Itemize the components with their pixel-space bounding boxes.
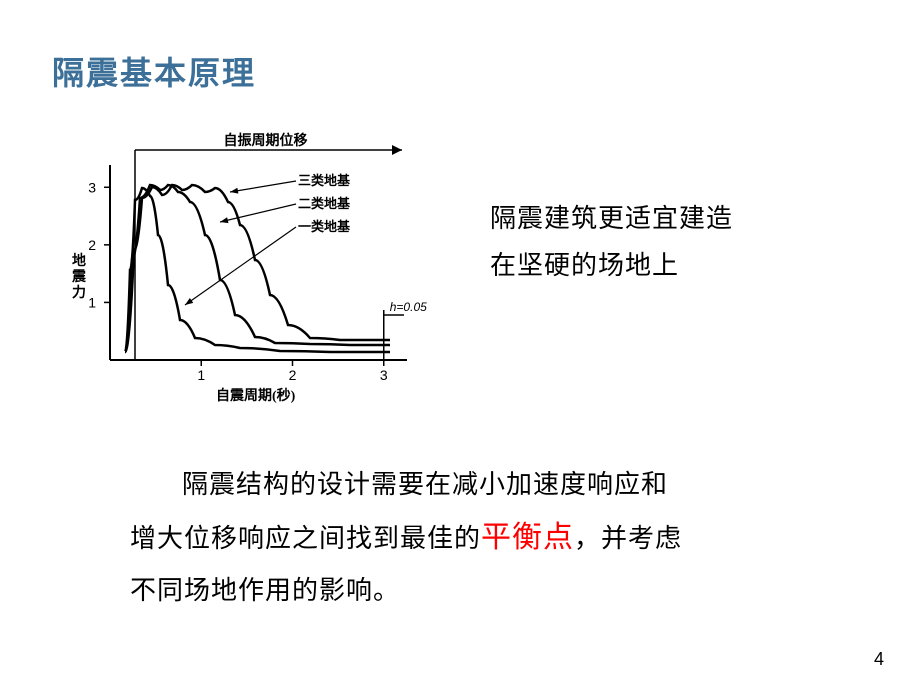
side-line-2: 在坚硬的场地上	[490, 250, 679, 280]
svg-text:二类地基: 二类地基	[298, 196, 351, 211]
svg-text:自震周期(秒): 自震周期(秒)	[216, 387, 296, 404]
body-line2-prefix: 增大位移响应之间找到最佳的	[130, 523, 481, 553]
svg-text:地震力: 地震力	[71, 252, 87, 301]
svg-text:3: 3	[380, 367, 388, 383]
svg-text:自振周期位移: 自振周期位移	[224, 132, 308, 149]
body-line3: 不同场地作用的影响。	[130, 575, 400, 605]
side-annotation: 隔震建筑更适宜建造 在坚硬的场地上	[490, 195, 733, 289]
body-highlight: 平衡点	[481, 521, 574, 554]
page-title: 隔震基本原理	[52, 48, 256, 94]
svg-text:三类地基: 三类地基	[298, 173, 351, 188]
body-line2-suffix: ，并考虑	[574, 523, 682, 553]
body-line1: 隔震结构的设计需要在减小加速度响应和	[182, 469, 668, 499]
page-number: 4	[874, 649, 884, 670]
svg-text:h=0.05: h=0.05	[390, 300, 427, 314]
svg-text:2: 2	[289, 367, 297, 383]
svg-text:一类地基: 一类地基	[298, 219, 351, 234]
svg-text:1: 1	[197, 367, 205, 383]
svg-text:3: 3	[88, 179, 96, 195]
response-spectrum-chart: 自振周期位移 1 2 3 1 2 3 h=0.05 地震力自震周期(秒) 三类地基二类地基一类地基	[50, 130, 430, 410]
body-paragraph: 隔震结构的设计需要在减小加速度响应和 增大位移响应之间找到最佳的平衡点，并考虑 …	[130, 460, 810, 616]
side-line-1: 隔震建筑更适宜建造	[490, 203, 733, 233]
svg-text:1: 1	[88, 294, 96, 310]
svg-text:2: 2	[88, 237, 96, 253]
